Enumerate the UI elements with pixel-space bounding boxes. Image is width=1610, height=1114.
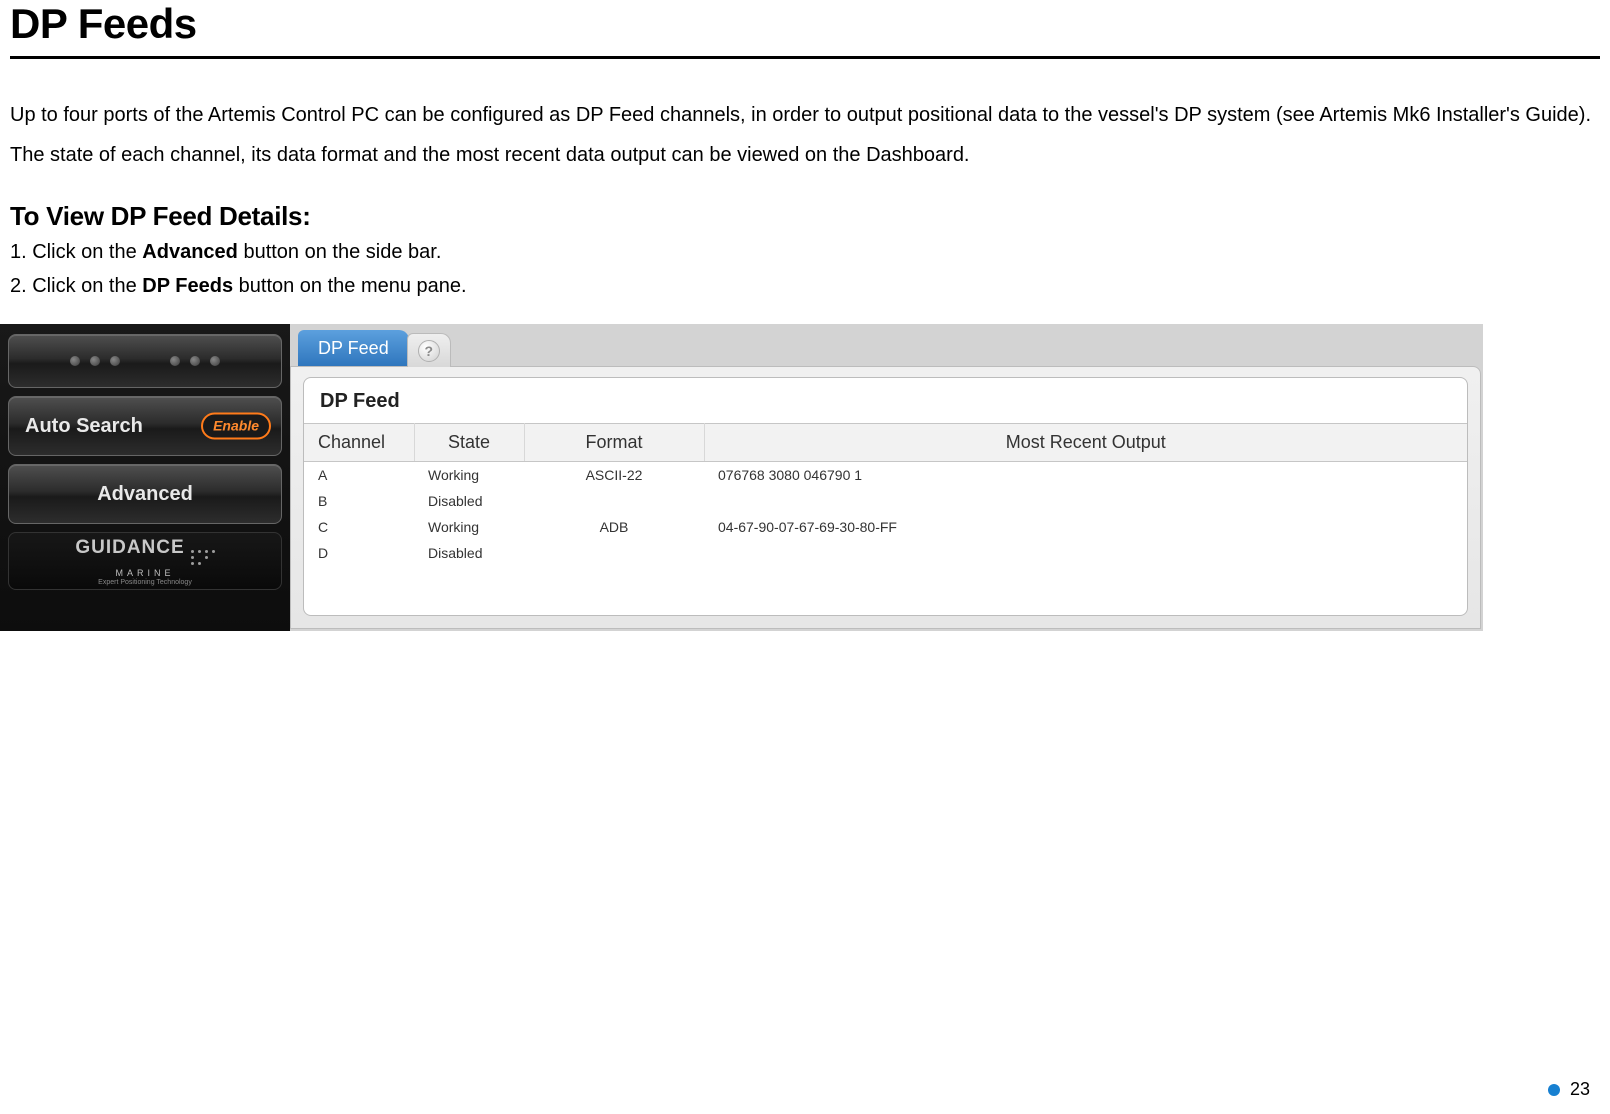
card-title: DP Feed <box>304 378 1467 423</box>
cell-format <box>524 540 704 566</box>
advanced-label: Advanced <box>97 483 193 506</box>
step-1-post: button on the side bar. <box>238 241 442 263</box>
sidebar-indicators-button[interactable] <box>8 334 282 388</box>
cell-channel: A <box>304 462 414 489</box>
cell-state: Disabled <box>414 488 524 514</box>
intro-line-1: Up to four ports of the Artemis Control … <box>10 99 1600 131</box>
cell-channel: C <box>304 514 414 540</box>
cell-output: 076768 3080 046790 1 <box>704 462 1467 489</box>
col-channel[interactable]: Channel <box>304 424 414 462</box>
step-2: 2. Click on the DP Feeds button on the m… <box>10 270 1600 302</box>
cell-output: 04-67-90-07-67-69-30-80-FF <box>704 514 1467 540</box>
help-icon: ? <box>418 340 440 362</box>
page-number: 23 <box>1570 1079 1590 1100</box>
footer-bullet-icon <box>1548 1084 1560 1096</box>
brand-dot-icon <box>191 550 215 567</box>
auto-search-label: Auto Search <box>25 415 143 438</box>
cell-channel: B <box>304 488 414 514</box>
dp-feed-card: DP Feed Channel State Format Most Recent… <box>303 377 1468 616</box>
page-footer: 23 <box>1548 1079 1590 1100</box>
col-format[interactable]: Format <box>524 424 704 462</box>
main-panel: DP Feed ? DP Feed Channel State Format M… <box>290 324 1483 631</box>
cell-state: Disabled <box>414 540 524 566</box>
dot-group-left <box>70 356 120 366</box>
dp-feed-table: Channel State Format Most Recent Output … <box>304 423 1467 566</box>
brand-sub1: MARINE <box>115 568 174 578</box>
auto-search-button[interactable]: Auto Search Enable <box>8 396 282 456</box>
tab-dp-feed[interactable]: DP Feed <box>298 330 409 366</box>
table-row: D Disabled <box>304 540 1467 566</box>
table-header-row: Channel State Format Most Recent Output <box>304 424 1467 462</box>
col-output[interactable]: Most Recent Output <box>704 424 1467 462</box>
table-row: A Working ASCII-22 076768 3080 046790 1 <box>304 462 1467 489</box>
brand-sub2: Expert Positioning Technology <box>98 579 192 586</box>
step-1-bold: Advanced <box>142 241 238 263</box>
tab-help[interactable]: ? <box>407 333 451 367</box>
cell-state: Working <box>414 462 524 489</box>
cell-format: ADB <box>524 514 704 540</box>
intro-line-2: The state of each channel, its data form… <box>10 139 1600 171</box>
dot-group-right <box>170 356 220 366</box>
intro-block: Up to four ports of the Artemis Control … <box>10 99 1600 171</box>
enable-pill[interactable]: Enable <box>201 413 271 440</box>
brand-logo: GUIDANCE MARINE Expert Positioning Techn… <box>8 532 282 590</box>
col-state[interactable]: State <box>414 424 524 462</box>
cell-format <box>524 488 704 514</box>
brand-word: GUIDANCE <box>75 537 184 559</box>
title-rule <box>10 56 1600 59</box>
subhead: To View DP Feed Details: <box>10 201 1600 232</box>
step-1-pre: 1. Click on the <box>10 241 142 263</box>
screenshot-frame: Auto Search Enable Advanced GUIDANCE MAR… <box>0 324 1483 631</box>
page-title: DP Feeds <box>10 0 1600 48</box>
table-row: B Disabled <box>304 488 1467 514</box>
step-2-pre: 2. Click on the <box>10 275 142 297</box>
advanced-button[interactable]: Advanced <box>8 464 282 524</box>
cell-output <box>704 540 1467 566</box>
cell-channel: D <box>304 540 414 566</box>
app-sidebar: Auto Search Enable Advanced GUIDANCE MAR… <box>0 324 290 631</box>
tab-bar: DP Feed ? <box>290 324 1483 366</box>
table-row: C Working ADB 04-67-90-07-67-69-30-80-FF <box>304 514 1467 540</box>
step-2-bold: DP Feeds <box>142 275 233 297</box>
card-area: DP Feed Channel State Format Most Recent… <box>290 366 1481 629</box>
cell-output <box>704 488 1467 514</box>
cell-state: Working <box>414 514 524 540</box>
step-list: 1. Click on the Advanced button on the s… <box>10 236 1600 302</box>
step-1: 1. Click on the Advanced button on the s… <box>10 236 1600 268</box>
step-2-post: button on the menu pane. <box>233 275 467 297</box>
cell-format: ASCII-22 <box>524 462 704 489</box>
